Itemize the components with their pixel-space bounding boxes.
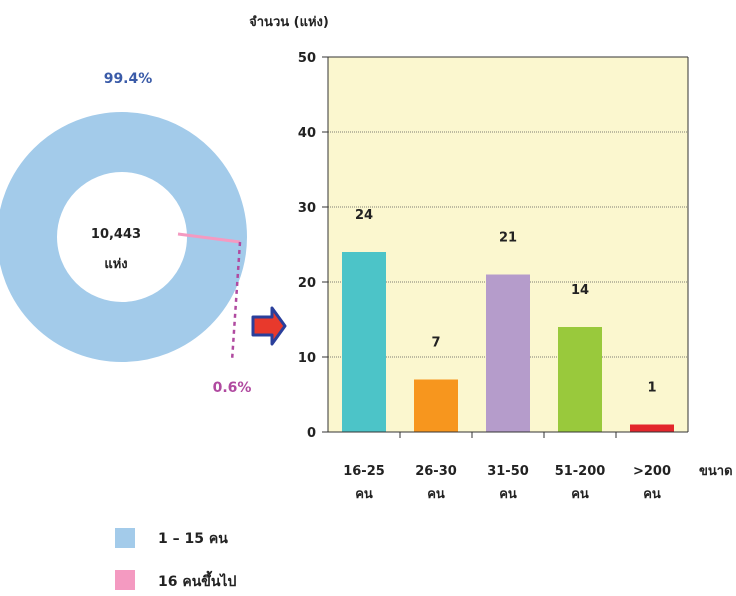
donut-chart: 10,443 แห่ง 99.4% 0.6% [0, 71, 252, 396]
y-tick-label: 20 [298, 276, 316, 291]
y-axis-ticks: 0 10 20 30 40 50 [298, 51, 328, 441]
x-tick-label-unit: คน [571, 487, 589, 502]
y-tick-label: 50 [298, 51, 316, 66]
x-tick-label-unit: คน [355, 487, 373, 502]
bar-chart: 24 7 21 14 1 0 10 20 30 40 50 16-25 คน 26-30 คน 31-50… [249, 14, 732, 502]
x-axis-title: ขนาด [699, 464, 733, 479]
x-tick-label: 51-200 [555, 464, 606, 479]
x-tick-label: 16-25 [343, 464, 385, 479]
bar-value-label: 7 [431, 336, 440, 351]
donut-center-unit: แห่ง [104, 257, 127, 272]
x-axis-labels: 16-25 คน 26-30 คน 31-50 คน 51-200 คน >200 คน [343, 464, 671, 502]
y-tick-label: 40 [298, 126, 316, 141]
y-tick-label: 30 [298, 201, 316, 216]
legend-swatch-1-15 [115, 528, 135, 548]
bar-value-label: 14 [571, 283, 589, 298]
legend-label-1-15: 1 – 15 คน [158, 531, 228, 547]
x-tick-label: >200 [633, 464, 671, 479]
y-tick-label: 10 [298, 351, 316, 366]
donut-label-big: 99.4% [104, 71, 153, 87]
bar [342, 252, 386, 432]
y-tick-label: 0 [307, 426, 316, 441]
bar [486, 274, 530, 432]
bar [630, 424, 674, 432]
bar [558, 327, 602, 432]
bar-value-label: 24 [355, 208, 373, 223]
donut-slice-1-15 [0, 112, 247, 362]
bars [342, 252, 674, 432]
leader-line [230, 241, 242, 362]
value-labels: 24 7 21 14 1 [355, 208, 657, 396]
y-axis-title: จำนวน (แห่ง) [249, 14, 329, 30]
arrow-icon [251, 306, 287, 346]
x-tick-label: 31-50 [487, 464, 529, 479]
x-tick-label-unit: คน [643, 487, 661, 502]
donut-label-small: 0.6% [213, 380, 252, 396]
donut-center-value: 10,443 [91, 227, 141, 242]
bar-value-label: 21 [499, 231, 517, 246]
bar-value-label: 1 [647, 381, 656, 396]
x-tick-label: 26-30 [415, 464, 457, 479]
legend-swatch-16-plus [115, 570, 135, 590]
donut-slice-16-plus [177, 232, 241, 244]
bar [414, 379, 458, 432]
legend-label-16-plus: 16 คนขึ้นไป [158, 570, 236, 590]
x-tick-label-unit: คน [427, 487, 445, 502]
x-axis-ticks [399, 432, 617, 438]
legend: 1 – 15 คน 16 คนขึ้นไป [115, 528, 236, 590]
x-tick-label-unit: คน [499, 487, 517, 502]
